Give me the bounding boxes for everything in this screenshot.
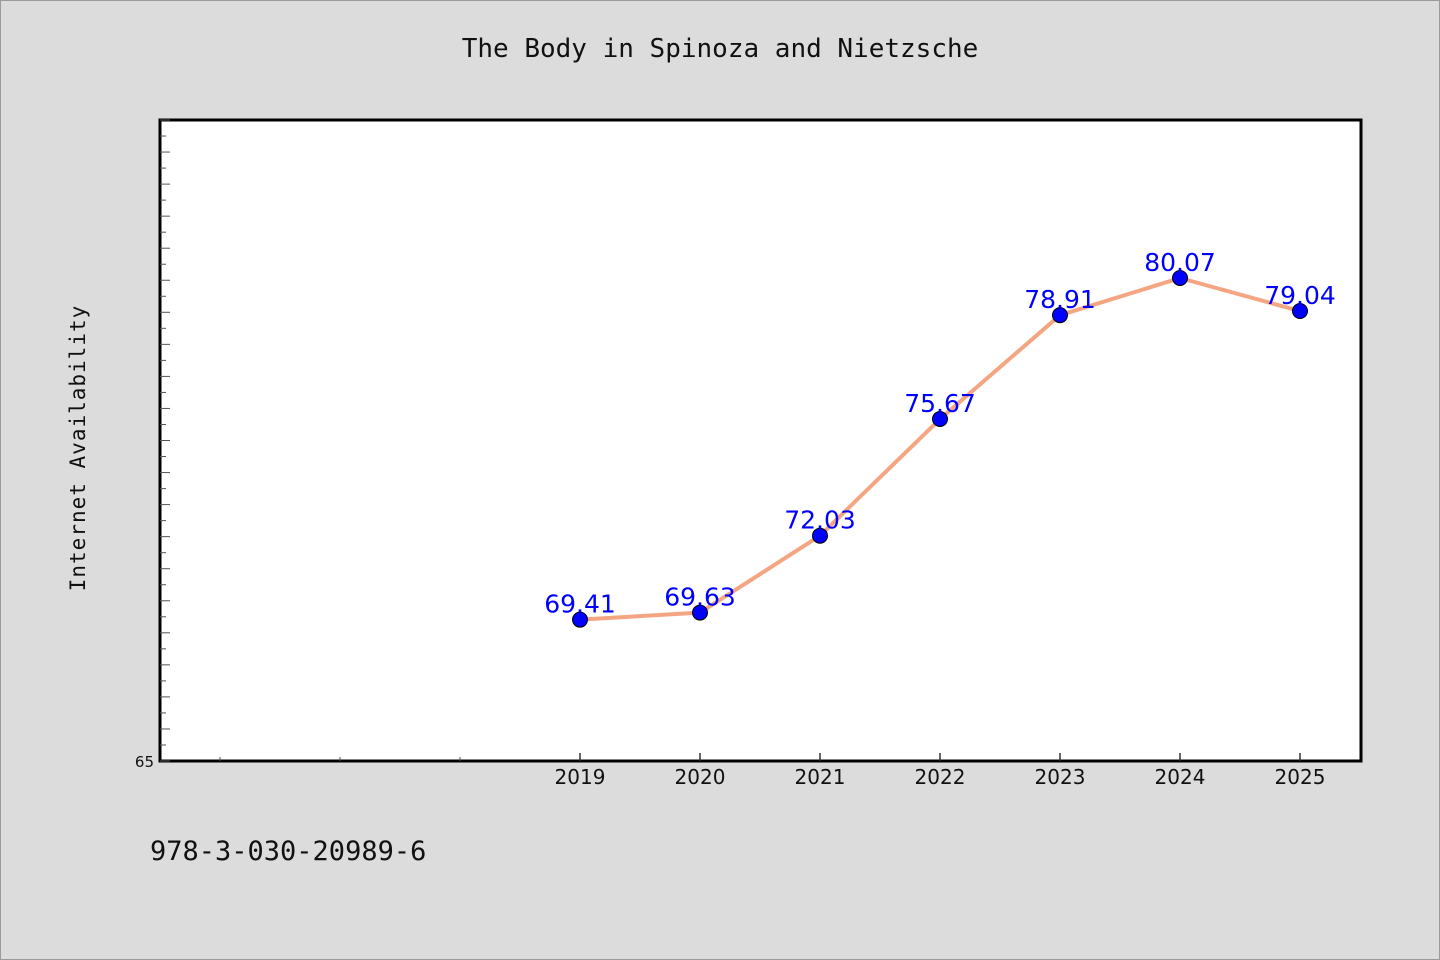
x-tick-label: 2021 [795, 765, 846, 789]
data-point [1292, 303, 1308, 320]
chart-title: The Body in Spinoza and Nietzsche [461, 34, 979, 64]
data-point [572, 611, 588, 628]
data-label: 75.67 [904, 389, 976, 418]
data-label: 69.63 [664, 583, 736, 612]
data-point [1172, 270, 1188, 287]
x-tick-label: 2020 [675, 765, 726, 789]
footer-code: 978-3-030-20989-6 [150, 836, 427, 867]
minor-ticks [219, 757, 461, 761]
data-point [812, 527, 828, 544]
series-markers [572, 270, 1308, 628]
x-tick-label: 2022 [915, 765, 966, 789]
plot-area [158, 118, 1363, 763]
data-point [932, 411, 948, 428]
data-label: 69.41 [544, 590, 616, 619]
data-label: 72.03 [784, 506, 856, 535]
x-tick-label: 2024 [1155, 765, 1206, 789]
x-tick-label: 2025 [1275, 765, 1326, 789]
data-labels: 69.41 69.63 72.03 75.67 78.91 80.07 79.04 [544, 248, 1336, 619]
y-tick-label: 65 [135, 753, 154, 771]
data-point [692, 604, 708, 621]
data-label: 79.04 [1264, 281, 1336, 310]
y-axis-ticks: 65 [135, 119, 170, 771]
x-tick-label: 2019 [555, 765, 606, 789]
x-tick-label: 2023 [1035, 765, 1086, 789]
x-axis-ticks: 2019 2020 2021 2022 2023 2024 2025 [555, 753, 1326, 789]
data-label: 80.07 [1144, 248, 1216, 277]
data-label: 78.91 [1024, 285, 1096, 314]
data-point [1052, 307, 1068, 324]
